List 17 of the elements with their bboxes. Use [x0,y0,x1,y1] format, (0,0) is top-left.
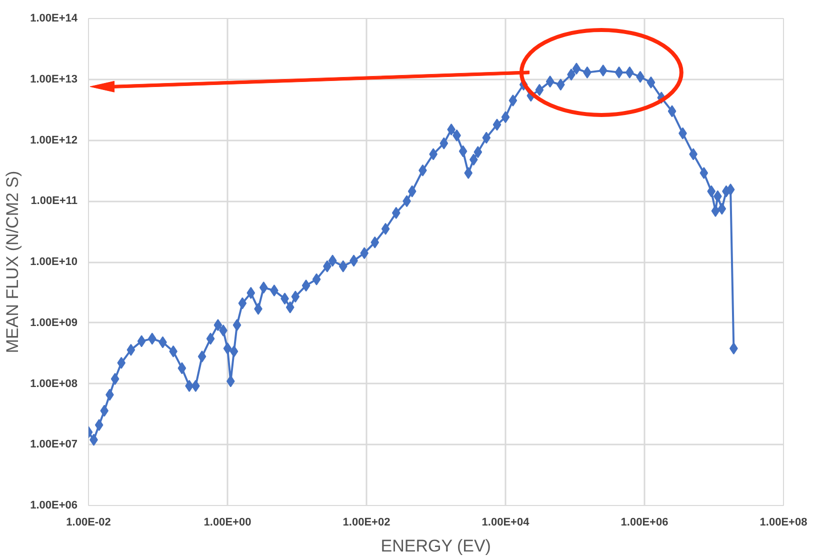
y-tick-label: 1.00E+09 [30,316,78,329]
y-tick-label: 1.00E+13 [30,73,78,86]
y-tick-label: 1.00E+12 [30,134,78,146]
y-tick-label: 1.00E+11 [30,195,78,208]
y-axis-title: MEAN FLUX (N/CM2 S) [3,170,22,354]
x-tick-label: 1.00E-02 [66,516,111,528]
x-tick-label: 1.00E+04 [482,516,530,528]
x-tick-label: 1.00E+08 [760,516,808,528]
x-tick-label: 1.00E+06 [620,516,668,528]
x-tick-label: 1.00E+00 [204,516,252,528]
x-axis-title: ENERGY (EV) [380,536,491,556]
y-tick-label: 1.00E+10 [30,256,78,268]
y-tick-label: 1.00E+08 [30,378,78,390]
x-tick-label: 1.00E+02 [342,516,390,528]
y-tick-label: 1.00E+14 [30,12,78,24]
y-tick-label: 1.00E+07 [30,438,78,451]
y-tick-label: 1.00E+06 [30,500,78,512]
